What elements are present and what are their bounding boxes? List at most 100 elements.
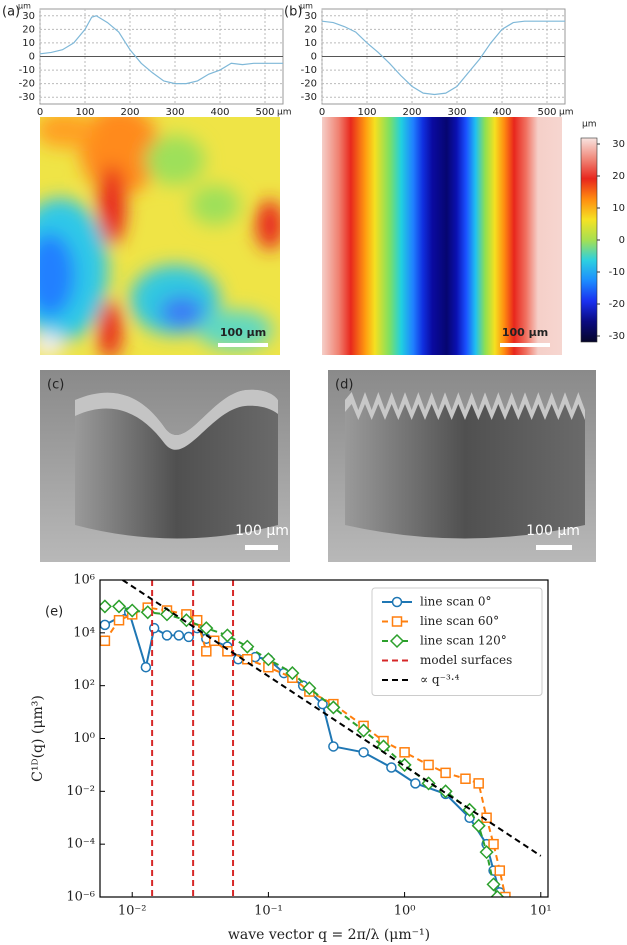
data-point xyxy=(460,773,471,784)
data-point xyxy=(479,845,494,860)
data-point xyxy=(440,767,451,779)
x-tick-label: 500 xyxy=(255,107,274,118)
data-point xyxy=(179,613,194,628)
data-point xyxy=(201,646,212,657)
x-tick-label: 500 xyxy=(537,107,556,118)
colorbar-tick-label: 0 xyxy=(619,235,625,246)
legend-label: line scan 60° xyxy=(420,614,499,628)
y-tick-label: 20 xyxy=(22,24,35,35)
scale-bar xyxy=(500,343,550,347)
profile-line xyxy=(321,20,565,96)
data-point xyxy=(356,723,371,738)
y-tick-label: 10⁻² xyxy=(66,784,95,799)
data-point xyxy=(490,889,505,897)
sem-image-c xyxy=(40,370,290,562)
x-unit: μm xyxy=(559,108,574,118)
legend-marker xyxy=(389,633,405,649)
legend-label: line scan 120° xyxy=(420,634,507,648)
y-tick-label: 10⁻⁴ xyxy=(66,837,95,852)
panel-label: (a) xyxy=(2,5,20,20)
y-unit: μm xyxy=(18,2,31,11)
scale-bar xyxy=(245,545,278,550)
profile-line xyxy=(39,15,283,85)
x-tick-label: 300 xyxy=(165,107,184,118)
x-tick-label: 400 xyxy=(210,107,229,118)
panel-label: (b) xyxy=(284,5,302,20)
y-tick-label: 10⁰ xyxy=(73,731,95,746)
colorbar-tick-label: -20 xyxy=(609,299,625,310)
data-point xyxy=(148,622,160,634)
data-point xyxy=(240,639,255,654)
data-point xyxy=(399,747,410,758)
height-map-b xyxy=(322,117,562,355)
data-point xyxy=(100,599,112,614)
data-point xyxy=(328,741,339,752)
data-point xyxy=(386,762,397,773)
data-point xyxy=(100,635,111,647)
y-tick-label: 20 xyxy=(304,24,317,35)
y-tick-label: 30 xyxy=(304,11,317,22)
y-tick-label: -20 xyxy=(19,79,35,90)
x-tick-label: 400 xyxy=(492,107,511,118)
sem-image-d xyxy=(328,370,596,562)
x-tick-label: 10⁻² xyxy=(118,904,147,919)
data-point xyxy=(302,681,317,696)
scale-bar xyxy=(536,545,572,550)
data-point xyxy=(462,802,477,817)
y-tick-label: 10 xyxy=(304,38,317,49)
data-point xyxy=(159,607,175,622)
data-point xyxy=(486,877,501,892)
scale-bar-label: 100 μm xyxy=(502,326,548,339)
data-point xyxy=(261,652,276,667)
y-tick-label: -10 xyxy=(301,65,317,76)
scale-bar-label: 100 μm xyxy=(220,326,266,339)
x-tick-label: 10⁻¹ xyxy=(254,904,283,919)
y-tick-label: 10² xyxy=(73,678,95,693)
data-point xyxy=(140,661,152,673)
y-unit: μm xyxy=(300,2,313,11)
y-tick-label: 0 xyxy=(311,52,317,63)
data-point xyxy=(183,631,194,643)
data-point xyxy=(161,630,173,641)
x-tick-label: 0 xyxy=(37,107,43,118)
x-tick-label: 10¹ xyxy=(530,904,552,919)
data-point xyxy=(488,838,499,850)
y-tick-label: -30 xyxy=(301,92,317,103)
x-tick-label: 0 xyxy=(319,107,325,118)
data-point xyxy=(358,747,369,758)
y-tick-label: 10⁶ xyxy=(73,573,95,588)
colorbar xyxy=(580,137,598,343)
x-tick-label: 10⁰ xyxy=(394,904,416,919)
legend-label: model surfaces xyxy=(420,653,512,667)
data-point xyxy=(494,865,506,876)
y-tick-label: 10 xyxy=(22,38,35,49)
legend-marker xyxy=(391,616,403,627)
legend-marker xyxy=(391,596,403,608)
x-axis-label: wave vector q = 2π/λ (μm⁻¹) xyxy=(228,927,430,943)
colorbar-tick-label: 30 xyxy=(612,139,625,150)
scale-bar-label: 100 μm xyxy=(235,523,289,539)
scale-bar-label: 100 μm xyxy=(526,523,580,539)
data-point xyxy=(500,891,511,897)
panel-label: (e) xyxy=(45,605,63,620)
y-tick-label: 0 xyxy=(29,52,35,63)
colorbar-unit: μm xyxy=(582,120,597,130)
legend-label: line scan 0° xyxy=(420,595,492,609)
y-tick-label: 30 xyxy=(22,11,35,22)
data-point xyxy=(173,630,185,641)
data-point xyxy=(100,619,111,631)
scale-bar xyxy=(218,343,268,347)
plot-frame-border xyxy=(99,579,549,898)
y-tick-label: -10 xyxy=(19,65,35,76)
x-tick-label: 200 xyxy=(402,107,421,118)
legend-label: ∝ q⁻³·⁴ xyxy=(420,673,460,687)
data-point xyxy=(125,603,140,618)
panel-label: (c) xyxy=(47,378,64,393)
colorbar-tick-label: -30 xyxy=(609,331,625,342)
panel-label: (d) xyxy=(335,378,353,393)
x-tick-label: 300 xyxy=(447,107,466,118)
y-tick-label: -20 xyxy=(301,79,317,90)
data-point xyxy=(473,778,484,789)
data-point xyxy=(410,778,421,789)
